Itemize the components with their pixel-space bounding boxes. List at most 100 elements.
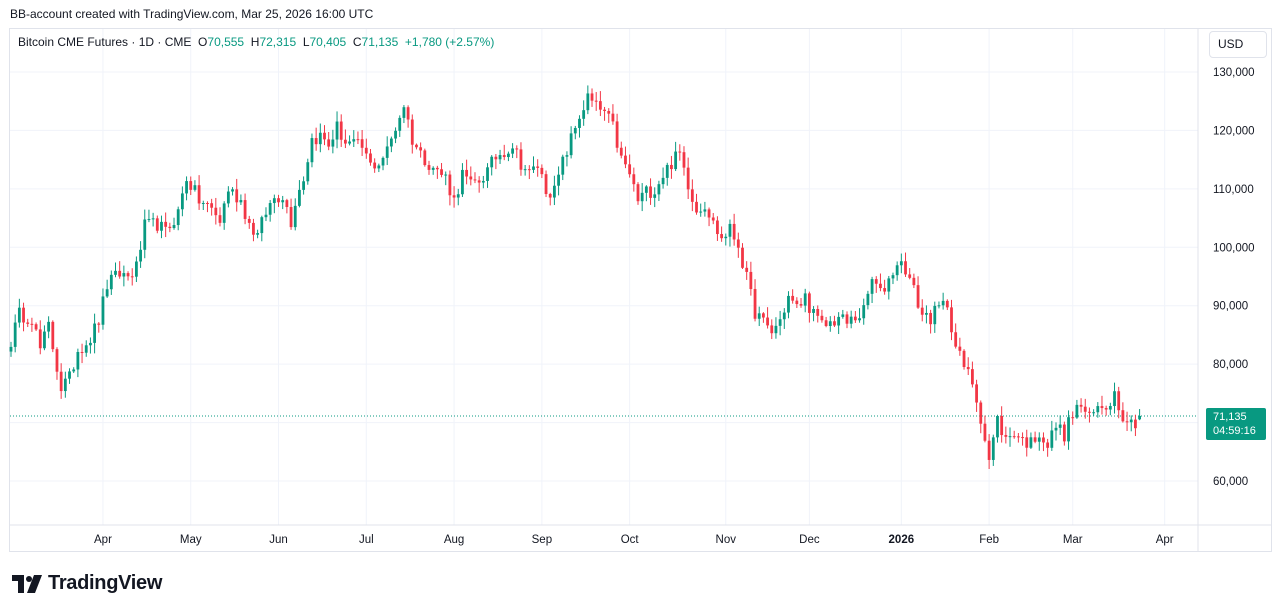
candle-body [1092, 412, 1096, 414]
candle-body [987, 440, 991, 460]
candle-body [448, 174, 452, 196]
candle-body [996, 415, 999, 438]
candle-body [427, 165, 431, 170]
candle-body [473, 179, 477, 181]
candle-body [298, 189, 301, 206]
candle-body [1125, 421, 1129, 423]
candle-body [544, 174, 548, 195]
candle-body [281, 200, 285, 203]
candle-body [22, 307, 25, 323]
candle-body [920, 307, 924, 315]
candle-body [586, 93, 590, 111]
candle-body [1108, 406, 1112, 410]
candle-body [17, 307, 21, 323]
candle-body [377, 165, 381, 169]
candle-body [937, 305, 941, 307]
candle-body [858, 318, 861, 321]
candle-body [791, 295, 795, 301]
candle-body [1075, 404, 1079, 418]
candle-body [707, 209, 711, 218]
candle-body [1067, 417, 1070, 442]
candle-body [979, 402, 983, 424]
candle-body [105, 289, 109, 297]
candle-body [732, 223, 736, 240]
candle-body [686, 167, 690, 190]
tradingview-logo[interactable]: TradingView [12, 572, 162, 595]
candle-body [398, 117, 402, 131]
high-value: 72,315 [259, 35, 297, 49]
candle-body [958, 346, 962, 351]
x-tick-label: Apr [94, 534, 112, 546]
candle-body [423, 150, 427, 166]
candle-series [9, 85, 1141, 470]
ohlc-legend: Bitcoin CME Futures · 1D · CME O70,555 H… [18, 35, 494, 49]
candle-body [553, 185, 556, 198]
chart-pane[interactable] [9, 28, 1272, 552]
candle-body [695, 201, 698, 213]
candle-body [364, 147, 368, 154]
x-tick-label: Nov [716, 534, 737, 546]
candle-body [945, 300, 949, 308]
candle-body [440, 169, 443, 175]
candle-body [770, 325, 774, 334]
y-tick-label: 110,000 [1213, 184, 1254, 196]
candle-body [122, 273, 126, 277]
candle-body [866, 293, 870, 306]
candle-body [419, 147, 423, 151]
candle-body [511, 148, 514, 154]
candle-body [201, 202, 205, 204]
candle-body [210, 203, 214, 208]
candle-body [828, 321, 832, 327]
candle-body [757, 313, 761, 319]
candle-body [833, 321, 836, 326]
candle-body [486, 167, 489, 181]
candle-body [1004, 435, 1008, 437]
candle-body [749, 271, 753, 290]
candle-body [352, 139, 356, 142]
candle-body [143, 219, 147, 250]
candle-body [879, 283, 882, 289]
candle-body [1054, 427, 1058, 431]
currency-button[interactable]: USD [1209, 31, 1267, 58]
candle-body [1021, 437, 1024, 439]
candle-body [812, 308, 815, 313]
candle-body [925, 312, 928, 315]
candle-body [736, 239, 740, 248]
x-tick-label: Jul [359, 534, 374, 546]
close-key: C [352, 35, 362, 49]
candle-body [252, 222, 255, 235]
x-tick-label: Feb [979, 534, 999, 546]
candle-body [950, 307, 953, 333]
candle-body [820, 315, 824, 321]
candle-body [724, 236, 728, 239]
candle-body [235, 189, 239, 203]
candle-body [452, 195, 456, 198]
candle-body [665, 164, 669, 178]
candle-body [557, 174, 560, 186]
candle-body [624, 155, 627, 165]
candle-body [114, 270, 117, 275]
candle-body [1029, 437, 1033, 448]
candle-body [845, 314, 849, 324]
candle-body [594, 100, 598, 102]
candle-body [607, 111, 611, 114]
candle-body [151, 218, 155, 220]
candle-body [180, 193, 184, 210]
candle-body [293, 205, 297, 228]
candle-body [147, 219, 151, 221]
candle-body [389, 138, 393, 147]
candle-body [406, 107, 410, 120]
candle-body [494, 156, 498, 160]
candle-body [1104, 408, 1108, 410]
candle-body [155, 218, 159, 231]
candle-body [962, 350, 966, 368]
symbol-label[interactable]: Bitcoin CME Futures · 1D · CME [18, 35, 192, 49]
candle-body [135, 261, 138, 277]
candle-body [874, 279, 878, 284]
candle-body [256, 233, 260, 235]
last-price-label: 71,135 [1213, 411, 1247, 423]
candle-body [895, 265, 899, 276]
candle-body [561, 156, 565, 175]
candle-body [1025, 437, 1029, 448]
